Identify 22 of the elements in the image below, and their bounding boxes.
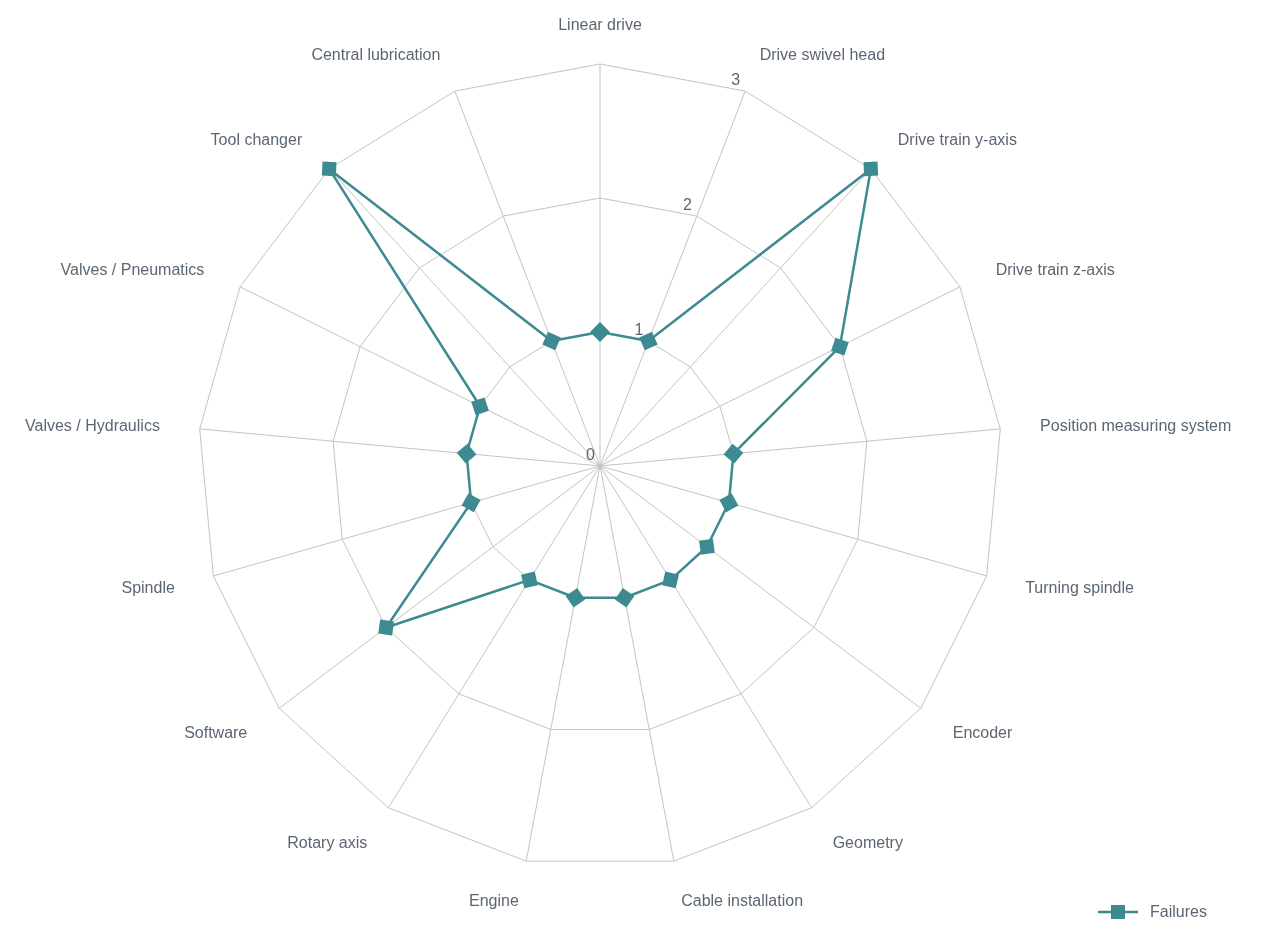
spoke-label: Geometry xyxy=(832,833,903,851)
y-tick-label: 3 xyxy=(731,71,741,89)
spoke-label: Position measuring system xyxy=(1040,417,1232,435)
spoke-label: Drive swivel head xyxy=(759,45,886,63)
y-tick-label: 0 xyxy=(586,446,596,463)
legend-label: Failures xyxy=(1150,903,1207,920)
spoke-label: Valves / Pneumatics xyxy=(60,260,205,278)
spoke-label: Drive train y-axis xyxy=(897,131,1017,149)
spoke-label: Encoder xyxy=(952,724,1013,742)
spoke-label: Cable installation xyxy=(681,892,804,910)
spoke-label: Engine xyxy=(468,892,519,910)
spoke-label: Turning spindle xyxy=(1025,578,1135,596)
spoke-label: Spindle xyxy=(121,578,175,596)
spoke-label: Central lubrication xyxy=(311,45,441,63)
y-tick-label: 2 xyxy=(682,196,692,214)
y-tick-label: 1 xyxy=(634,321,644,339)
spoke-label: Valves / Hydraulics xyxy=(25,417,160,435)
spoke-label: Drive train z-axis xyxy=(995,260,1115,278)
spoke-label: Tool changer xyxy=(210,131,303,149)
spoke-label: Software xyxy=(184,724,248,742)
spoke-label: Linear drive xyxy=(558,16,642,33)
spoke-label: Rotary axis xyxy=(287,833,368,851)
